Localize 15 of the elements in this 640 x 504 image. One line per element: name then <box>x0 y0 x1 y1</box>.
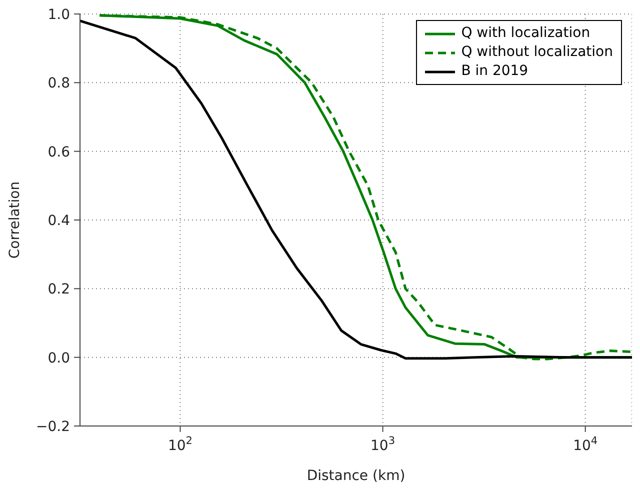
x-tick-label: 10$^{4}$ <box>573 435 598 454</box>
x-tick-label: 10$^{3}$ <box>370 435 396 454</box>
y-axis-title: Correlation <box>6 181 23 259</box>
y-tick-label: −0.2 <box>36 419 70 435</box>
y-tick-label: 0.8 <box>48 76 70 92</box>
legend-label: Q with localization <box>461 24 590 43</box>
y-tick-label: 0.4 <box>48 213 70 229</box>
legend-label: B in 2019 <box>461 62 528 81</box>
y-tick-label: 1.0 <box>48 7 70 23</box>
legend-label: Q without localization <box>461 43 613 62</box>
x-axis-title: Distance (km) <box>306 468 406 484</box>
y-tick-label: 0.2 <box>48 282 70 298</box>
x-tick-label: 10$^{2}$ <box>168 435 192 454</box>
y-tick-label: 0.0 <box>48 350 70 366</box>
y-tick-label: 0.6 <box>48 144 70 160</box>
